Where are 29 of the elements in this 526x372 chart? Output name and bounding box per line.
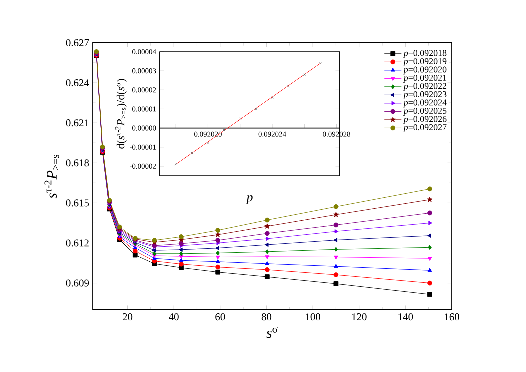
x-tick-label: 20 [122, 314, 133, 321]
y-tick-label: 0.615 [66, 200, 90, 207]
legend-label: p=0.092018 [403, 50, 447, 58]
x-tick-label: 140 [398, 314, 414, 321]
y-tick-label: 0.621 [66, 120, 89, 127]
x-tick-label: 40 [169, 314, 179, 321]
y-axis-title: s$^{τ-2}$P$_{>=s}$ [44, 155, 60, 199]
y-tick-label: 0.609 [66, 280, 90, 287]
text: d(s$^{τ-2}$P$_{>=s}$)/d(s$^{σ}$) [115, 79, 127, 149]
legend-label: p=0.092027 [403, 124, 447, 132]
y-tick-label: 0.627 [66, 39, 90, 47]
y-tick-label: 0.624 [66, 80, 90, 87]
x-axis-title: p [246, 195, 253, 204]
x-tick-label: 80 [262, 314, 272, 321]
x-axis-title: s$^{σ}$ [266, 327, 278, 338]
x-tick-label: 160 [445, 314, 460, 321]
legend-label: p=0.092020 [403, 66, 447, 75]
x-tick-label: 120 [352, 314, 367, 321]
legend-label: p=0.092022 [403, 83, 447, 92]
legend-label: p=0.092024 [403, 100, 447, 108]
y-tick-label: 0.618 [66, 160, 90, 167]
y-tick-label: 0.612 [66, 240, 89, 247]
legend-label: p=0.092019 [403, 58, 447, 66]
x-tick-label: 60 [216, 314, 226, 321]
legend-label: p=0.092026 [403, 116, 447, 124]
legend-label: p=0.092023 [403, 91, 447, 100]
legend-label: p=0.092025 [403, 108, 447, 116]
legend-label: p=0.092021 [403, 74, 446, 83]
x-tick-label: 100 [306, 314, 320, 321]
